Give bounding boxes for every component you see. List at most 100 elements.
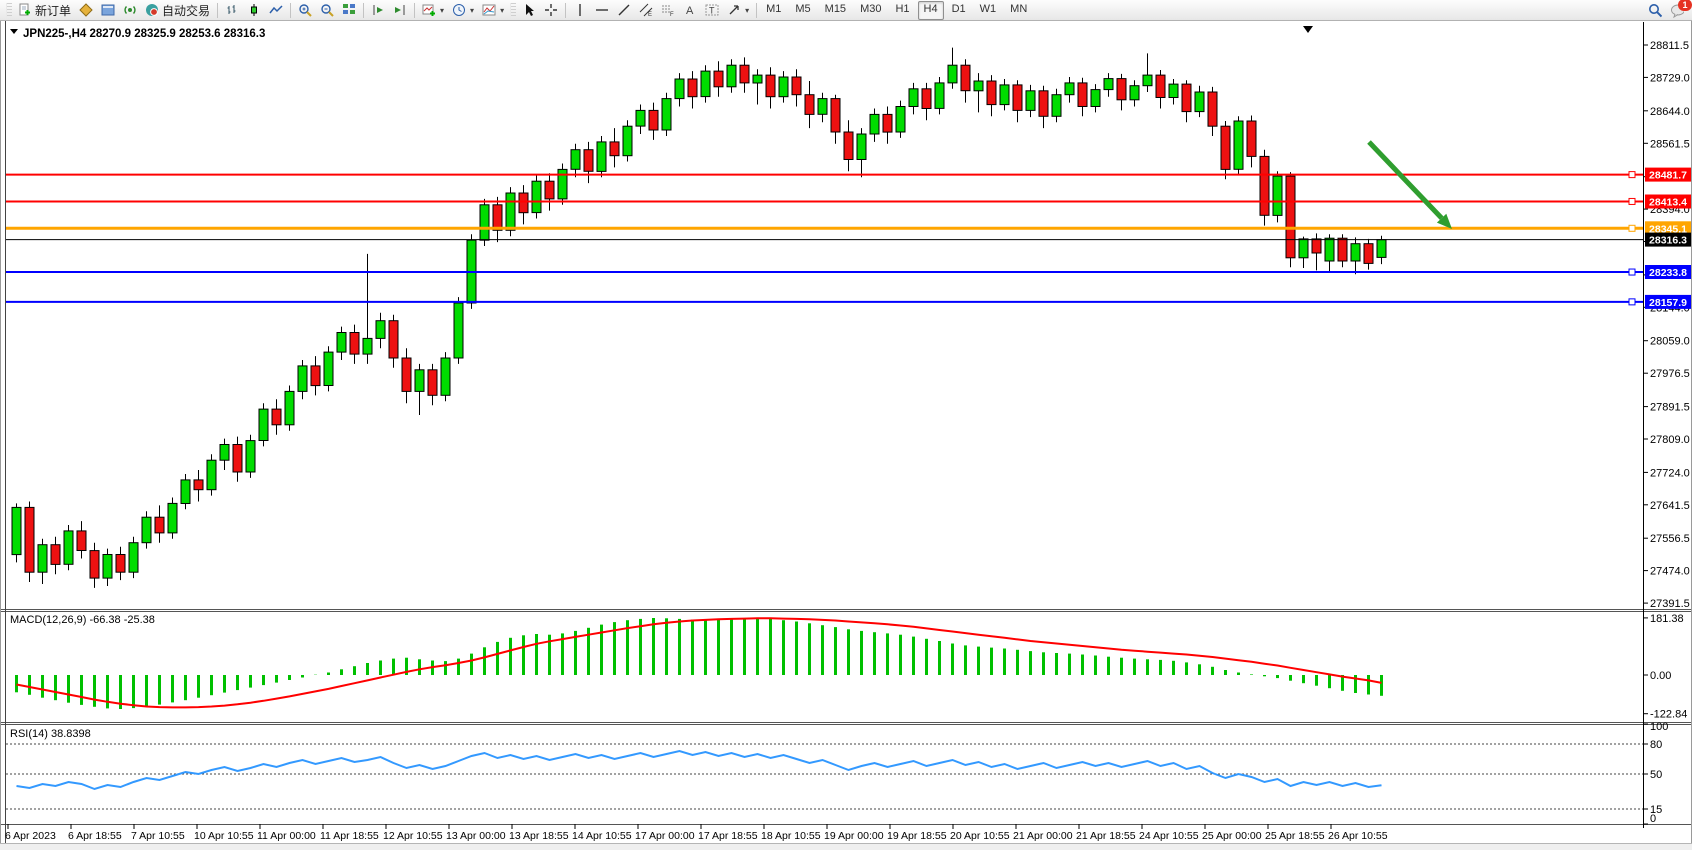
- fibonacci-tool-button[interactable]: F: [657, 2, 679, 19]
- candle-up: [180, 479, 191, 504]
- timeframe-button-MN[interactable]: MN: [1010, 2, 1028, 15]
- new-chart-button[interactable]: ▾: [418, 2, 448, 19]
- candle-down: [271, 408, 282, 426]
- notification-badge: 1: [1678, 0, 1692, 11]
- timeframe-button-M1[interactable]: M1: [766, 2, 782, 15]
- price-tick-label: 28729.0: [1650, 72, 1690, 84]
- down-arrow-head[interactable]: [1436, 213, 1452, 229]
- bar-chart-button[interactable]: [221, 2, 243, 19]
- cursor-tool-button[interactable]: [518, 2, 540, 19]
- metaeditor-button[interactable]: [75, 2, 97, 19]
- toolbar-grip[interactable]: [6, 2, 12, 18]
- chart-shift-button[interactable]: [389, 2, 411, 19]
- notifications-button[interactable]: 1: [1666, 0, 1692, 19]
- support-line-1-handle[interactable]: [1628, 268, 1636, 276]
- time-label: 11 Apr 18:55: [320, 830, 379, 842]
- tile-windows-button[interactable]: [338, 2, 360, 19]
- toolbar-separator: [363, 2, 365, 18]
- price-badge-28481.7: [1645, 167, 1691, 182]
- candle-down: [765, 74, 776, 98]
- timeframe-button-M5[interactable]: M5: [795, 2, 811, 15]
- svg-text:T: T: [709, 6, 715, 16]
- tile-windows-icon: [342, 3, 356, 17]
- timeframe-button-H4[interactable]: H4: [917, 0, 944, 20]
- down-arrow-annotation[interactable]: [1367, 140, 1444, 220]
- time-label: 6 Apr 18:55: [68, 830, 122, 842]
- arrows-icon: [727, 3, 741, 17]
- candle-down: [583, 149, 594, 172]
- periods-button[interactable]: ▾: [448, 2, 478, 19]
- rsi-tick-label: 80: [1650, 739, 1662, 751]
- indicators-button[interactable]: ▾: [478, 2, 508, 19]
- zoom-out-icon: [320, 3, 334, 17]
- candle-down: [544, 180, 555, 200]
- candle-up: [323, 351, 334, 387]
- navigator-button[interactable]: [97, 2, 119, 19]
- signals-button[interactable]: [119, 2, 141, 19]
- resistance-line-1-handle[interactable]: [1628, 171, 1636, 179]
- timeframe-button-H1[interactable]: H1: [895, 2, 910, 15]
- zoom-in-button[interactable]: [294, 2, 316, 19]
- candle-up: [11, 506, 22, 556]
- candle-down: [310, 365, 321, 387]
- candle-down: [1038, 90, 1049, 117]
- candle-down: [1012, 84, 1023, 111]
- candle-down: [921, 88, 932, 110]
- toolbar-separator: [565, 2, 567, 18]
- price-tick-label: 28059.0: [1650, 336, 1690, 348]
- line-chart-icon: [269, 3, 283, 17]
- pivot-line-orange-handle[interactable]: [1628, 224, 1636, 232]
- candle-down: [843, 131, 854, 160]
- rsi-tick-label: 100: [1650, 721, 1668, 733]
- time-label: 20 Apr 10:55: [950, 830, 1010, 842]
- vertical-line-tool-button[interactable]: [569, 2, 591, 19]
- trendline-tool-button[interactable]: [613, 2, 635, 19]
- toolbar-grip[interactable]: [510, 2, 517, 18]
- candle-down: [193, 479, 204, 491]
- text-tool-button[interactable]: A: [679, 2, 701, 19]
- cursor-icon: [522, 3, 536, 17]
- equidistant-channel-tool-button[interactable]: E: [635, 2, 657, 19]
- candle-up: [1142, 74, 1153, 87]
- line-chart-button[interactable]: [265, 2, 287, 19]
- rsi-tick-label: 0: [1650, 813, 1656, 825]
- candle-up: [1298, 238, 1309, 259]
- horizontal-line-tool-button[interactable]: [591, 2, 613, 19]
- search-button[interactable]: [1644, 2, 1666, 19]
- symbol-dropdown-icon[interactable]: [10, 29, 18, 34]
- resistance-line-2-handle[interactable]: [1628, 197, 1636, 205]
- price-badge-28413.4: [1645, 194, 1691, 209]
- zoom-out-button[interactable]: [316, 2, 338, 19]
- text-label-tool-button[interactable]: T: [701, 2, 723, 19]
- toolbar-separator: [290, 2, 292, 18]
- candle-up: [505, 192, 516, 231]
- signal-icon: [123, 3, 137, 17]
- candle-up: [284, 390, 295, 426]
- zoom-in-icon: [298, 3, 312, 17]
- candlestick-chart-button[interactable]: [243, 2, 265, 19]
- support-line-2-handle[interactable]: [1628, 298, 1636, 306]
- symbol-info: JPN225-,H4 28270.9 28325.9 28253.6 28316…: [23, 28, 265, 40]
- price-tick-label: 27474.0: [1650, 566, 1690, 578]
- timeframe-button-M30[interactable]: M30: [860, 2, 882, 15]
- horizontal-line-icon: [595, 3, 609, 17]
- timeframe-button-M15[interactable]: M15: [824, 2, 847, 15]
- time-label: 21 Apr 18:55: [1076, 830, 1136, 842]
- timeframe-button-W1[interactable]: W1: [979, 2, 997, 15]
- timeframe-button-D1[interactable]: D1: [951, 2, 966, 15]
- arrows-tool-button[interactable]: ▾: [723, 2, 753, 19]
- new-order-label: 新订单: [35, 3, 72, 18]
- time-label: 21 Apr 00:00: [1013, 830, 1073, 842]
- auto-scroll-button[interactable]: [367, 2, 389, 19]
- chart-shift-icon: [393, 3, 407, 17]
- time-label: 6 Apr 2023: [5, 830, 56, 842]
- new-order-button[interactable]: 新订单: [14, 2, 75, 19]
- crosshair-tool-button[interactable]: [540, 2, 562, 19]
- search-icon: [1648, 3, 1662, 17]
- timeframe-group: M1 M5 M15 M30 H1 H4 D1 W1 MN: [760, 0, 1033, 20]
- candle-up: [141, 516, 152, 544]
- chart-shift-marker[interactable]: [1303, 26, 1313, 33]
- autotrading-button[interactable]: 自动交易: [141, 2, 214, 19]
